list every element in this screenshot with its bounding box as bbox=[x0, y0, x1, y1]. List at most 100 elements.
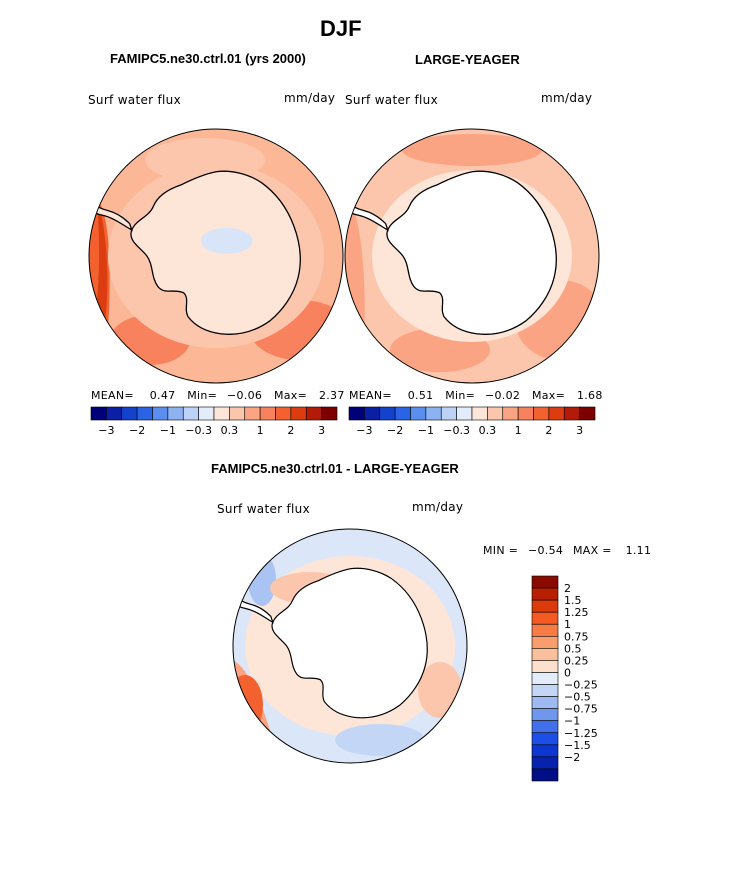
left-panel-title: FAMIPC5.ne30.ctrl.01 (yrs 2000) bbox=[110, 51, 306, 66]
left-colorbar-swatch bbox=[152, 406, 169, 421]
difference-map bbox=[232, 528, 468, 764]
left-colorbar-swatch bbox=[198, 406, 215, 421]
left-mean-label: MEAN= bbox=[91, 389, 134, 402]
right-colorbar-tick-label: −3 bbox=[356, 424, 372, 437]
right-colorbar-swatch bbox=[394, 406, 411, 421]
left-colorbar-swatch bbox=[121, 406, 138, 421]
colorbar-left: −3 −2 −1 −0.3 0.3 1 2 3 bbox=[90, 406, 338, 437]
left-map bbox=[88, 128, 344, 384]
diff-max-value: 1.11 bbox=[625, 544, 652, 557]
diff-colorbar-swatch bbox=[531, 732, 559, 746]
right-colorbar-tick-label: 2 bbox=[545, 424, 552, 437]
left-colorbar-swatch bbox=[90, 406, 107, 421]
diff-colorbar-tick-label: −2 bbox=[564, 751, 580, 764]
left-colorbar-swatch bbox=[305, 406, 322, 421]
left-colorbar-swatch bbox=[275, 406, 292, 421]
right-colorbar-swatch bbox=[410, 406, 427, 421]
diff-colorbar-tick-label: −1 bbox=[564, 715, 580, 728]
right-mean-label: MEAN= bbox=[349, 389, 392, 402]
right-colorbar-swatch bbox=[425, 406, 442, 421]
diff-colorbar-tick-label: −0.25 bbox=[564, 679, 598, 692]
right-min-label: Min= bbox=[445, 389, 476, 402]
diff-colorbar-tick-label: 0 bbox=[564, 666, 571, 679]
diff-min-value: −0.54 bbox=[527, 544, 564, 557]
left-colorbar-tick-label: 1 bbox=[257, 424, 264, 437]
diff-max-label: MAX = bbox=[573, 544, 612, 557]
right-panel-title: LARGE-YEAGER bbox=[415, 52, 520, 67]
right-colorbar-swatch bbox=[364, 406, 381, 421]
left-colorbar-tick-label: 0.3 bbox=[221, 424, 239, 437]
diff-colorbar-tick-label: 0.25 bbox=[564, 654, 589, 667]
diff-colorbar-tick-label: −1.25 bbox=[564, 727, 598, 740]
left-max-value: 2.37 bbox=[318, 389, 345, 402]
left-min-label: Min= bbox=[187, 389, 218, 402]
diff-colorbar-tick-label: 1.5 bbox=[564, 594, 582, 607]
left-colorbar-swatch bbox=[136, 406, 153, 421]
diff-colorbar-swatch bbox=[531, 623, 559, 637]
right-colorbar-swatch bbox=[548, 406, 565, 421]
right-colorbar-swatch bbox=[517, 406, 534, 421]
right-colorbar-swatch bbox=[471, 406, 488, 421]
diff-colorbar-swatch bbox=[531, 744, 559, 758]
left-variable-label: Surf water flux bbox=[88, 93, 181, 107]
right-colorbar-swatch bbox=[533, 406, 550, 421]
diff-colorbar-swatch bbox=[531, 587, 559, 601]
diff-colorbar-tick-label: −0.75 bbox=[564, 703, 598, 716]
left-colorbar-swatch bbox=[106, 406, 123, 421]
diff-colorbar-tick-label: 1.25 bbox=[564, 606, 589, 619]
left-min-value: −0.06 bbox=[226, 389, 263, 402]
diff-colorbar-tick-label: −0.5 bbox=[564, 691, 591, 704]
right-colorbar-tick-label: −1 bbox=[418, 424, 434, 437]
diff-colorbar-tick-label: 0.75 bbox=[564, 630, 589, 643]
left-colorbar-swatch bbox=[167, 406, 184, 421]
diff-colorbar-swatch bbox=[531, 672, 559, 685]
left-colorbar-tick-label: 2 bbox=[287, 424, 294, 437]
right-colorbar-swatch bbox=[579, 406, 596, 421]
right-map bbox=[344, 128, 600, 384]
right-colorbar-swatch bbox=[348, 406, 365, 421]
right-colorbar-tick-label: −2 bbox=[387, 424, 403, 437]
left-colorbar-tick-label: −3 bbox=[98, 424, 114, 437]
left-max-label: Max= bbox=[273, 389, 308, 402]
diff-colorbar-swatch bbox=[531, 635, 559, 649]
left-stats: MEAN= 0.47 Min= −0.06 Max= 2.37 bbox=[91, 389, 345, 402]
diff-colorbar-swatch bbox=[531, 684, 559, 697]
right-colorbar-swatch bbox=[563, 406, 580, 421]
diff-variable-label: Surf water flux bbox=[217, 502, 310, 516]
diff-colorbar-swatch bbox=[531, 768, 559, 782]
right-min-value: −0.02 bbox=[484, 389, 521, 402]
right-colorbar-tick-label: 0.3 bbox=[479, 424, 497, 437]
left-colorbar-swatch bbox=[229, 406, 246, 421]
left-colorbar-tick-label: −1 bbox=[160, 424, 176, 437]
left-colorbar-swatch bbox=[321, 406, 338, 421]
diff-colorbar-swatch bbox=[531, 708, 559, 722]
diff-colorbar-tick-label: −1.5 bbox=[564, 739, 591, 752]
left-units-label: mm/day bbox=[284, 91, 336, 105]
right-colorbar-swatch bbox=[456, 406, 473, 421]
left-colorbar-swatch bbox=[182, 406, 199, 421]
right-colorbar-swatch bbox=[502, 406, 519, 421]
right-colorbar-tick-label: −0.3 bbox=[443, 424, 470, 437]
left-colorbar-tick-label: −2 bbox=[129, 424, 145, 437]
diff-colorbar-swatch bbox=[531, 648, 559, 661]
right-colorbar-swatch bbox=[379, 406, 396, 421]
diff-colorbar-swatch bbox=[531, 660, 559, 673]
diff-units-label: mm/day bbox=[412, 500, 464, 514]
colorbar-right: −3 −2 −1 −0.3 0.3 1 2 3 bbox=[348, 406, 596, 437]
diff-colorbar-swatch bbox=[531, 720, 559, 734]
diff-panel-title: FAMIPC5.ne30.ctrl.01 - LARGE-YEAGER bbox=[211, 461, 459, 476]
right-units-label: mm/day bbox=[541, 91, 593, 105]
right-variable-label: Surf water flux bbox=[345, 93, 438, 107]
right-colorbar-swatch bbox=[440, 406, 457, 421]
left-colorbar-swatch bbox=[290, 406, 307, 421]
right-colorbar-tick-label: 3 bbox=[576, 424, 583, 437]
left-colorbar-tick-label: −0.3 bbox=[185, 424, 212, 437]
diff-min-label: MIN = bbox=[483, 544, 519, 557]
left-colorbar-swatch bbox=[213, 406, 230, 421]
right-colorbar-tick-label: 1 bbox=[515, 424, 522, 437]
diff-colorbar-tick-label: 0.5 bbox=[564, 642, 582, 655]
right-stats: MEAN= 0.51 Min= −0.02 Max= 1.68 bbox=[349, 389, 603, 402]
left-colorbar-swatch bbox=[244, 406, 261, 421]
